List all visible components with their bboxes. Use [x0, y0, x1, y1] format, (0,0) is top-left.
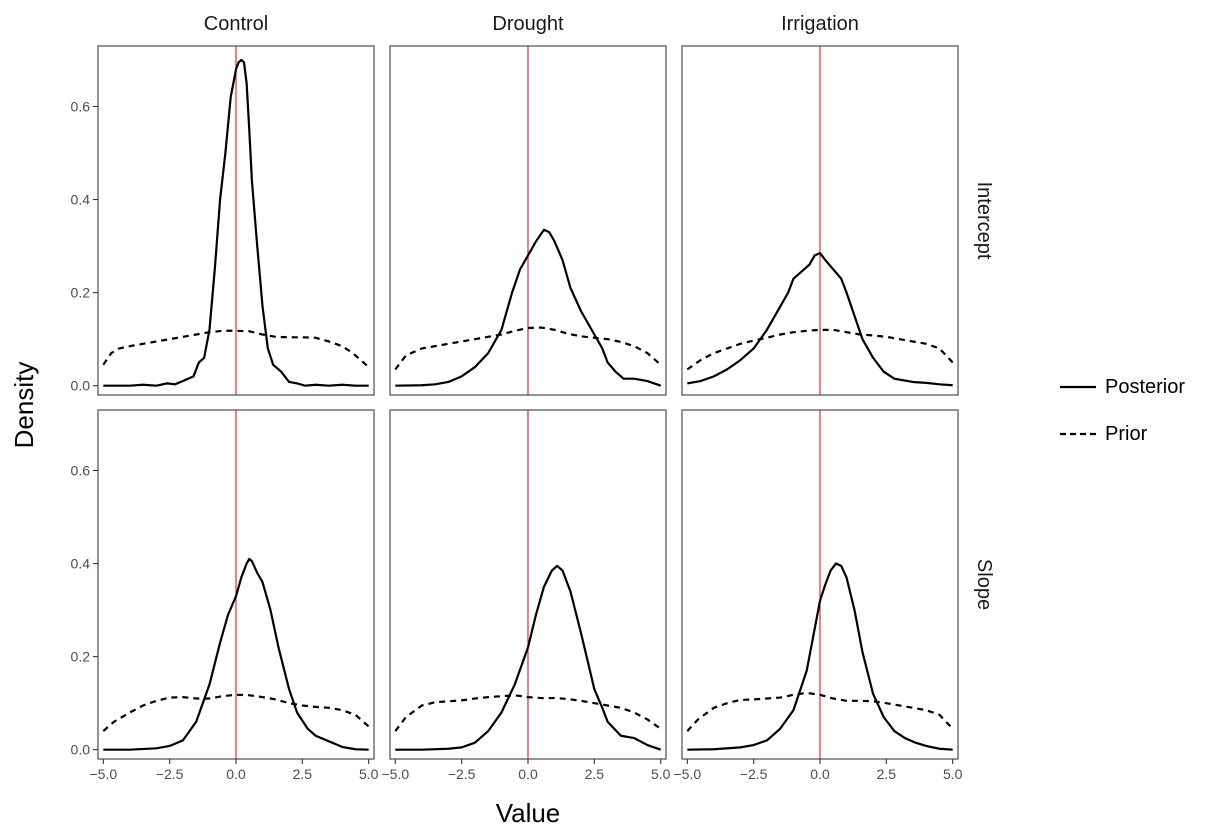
y-axis-title: Density: [9, 362, 39, 449]
panels-layer: [97, 45, 959, 760]
strip-label-drought: Drought: [492, 13, 564, 35]
y-tick-label: 0.4: [71, 192, 91, 208]
x-tick-label: 5.0: [359, 766, 379, 782]
x-tick-label: −5.0: [381, 766, 409, 782]
panel-border: [97, 45, 375, 396]
x-tick-label: 2.5: [585, 766, 605, 782]
panel-intercept-irrigation: [681, 45, 959, 396]
x-tick-label: −2.5: [740, 766, 768, 782]
x-tick-label: 2.5: [293, 766, 313, 782]
x-tick-label: −5.0: [673, 766, 701, 782]
labels-layer: Control Drought Irrigation Intercept Slope 0.…: [9, 13, 995, 828]
x-tick-label: −5.0: [89, 766, 117, 782]
panel-border: [389, 45, 667, 396]
series-line-prior: [686, 328, 954, 371]
series-line-prior: [394, 326, 662, 371]
x-tick-label: 5.0: [651, 766, 671, 782]
legend-label-prior: Prior: [1105, 423, 1148, 445]
x-tick-label: −2.5: [448, 766, 476, 782]
panel-slope-control: [97, 409, 375, 760]
panel-slope-irrigation: [681, 409, 959, 760]
x-tick-label: 2.5: [877, 766, 897, 782]
panel-slope-drought: [389, 409, 667, 760]
y-tick-label: 0.2: [71, 285, 91, 301]
series-line-posterior: [103, 557, 369, 751]
x-tick-label: 0.0: [810, 766, 830, 782]
legend-label-posterior: Posterior: [1105, 376, 1185, 398]
x-tick-label: −2.5: [156, 766, 184, 782]
y-tick-label: 0.4: [71, 556, 91, 572]
series-line-posterior: [103, 58, 369, 387]
y-tick-label: 0.0: [71, 742, 91, 758]
x-axis-title: Value: [496, 798, 561, 828]
strip-label-slope: Slope: [973, 559, 995, 610]
strip-label-intercept: Intercept: [973, 182, 995, 260]
series-line-posterior: [395, 228, 662, 387]
y-tick-label: 0.0: [71, 378, 91, 394]
series-line-prior: [686, 691, 954, 732]
x-tick-label: 5.0: [943, 766, 963, 782]
x-tick-label: 0.0: [518, 766, 538, 782]
panel-intercept-control: [97, 45, 375, 396]
series-line-prior: [102, 693, 370, 732]
strip-label-control: Control: [204, 13, 268, 35]
y-tick-label: 0.6: [71, 98, 91, 114]
panel-border: [681, 45, 959, 396]
y-tick-label: 0.2: [71, 649, 91, 665]
legend: Posterior Prior: [1060, 376, 1185, 445]
series-line-posterior: [395, 564, 662, 751]
panel-intercept-drought: [389, 45, 667, 396]
strip-label-irrigation: Irrigation: [781, 13, 859, 35]
series-line-posterior: [687, 251, 953, 387]
x-tick-label: 0.0: [226, 766, 246, 782]
series-line-prior: [394, 694, 662, 732]
y-tick-label: 0.6: [71, 462, 91, 478]
series-line-posterior: [687, 562, 953, 751]
